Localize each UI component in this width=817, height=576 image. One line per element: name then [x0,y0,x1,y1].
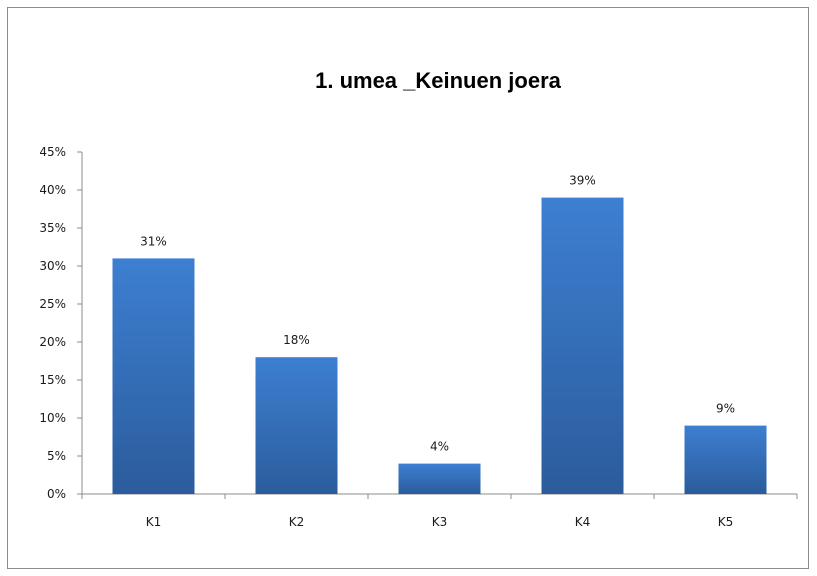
bar-k4 [541,197,624,494]
data-label: 31% [140,234,167,248]
x-axis: K1 K2 K3 K4 K5 [81,493,798,529]
x-tick-label: K4 [575,515,591,529]
y-axis: 0% 5% 10% 15% 20% 25% 30% 35% 40% 45% [39,145,83,501]
data-label: 18% [283,333,310,347]
y-tick-label: 20% [39,335,66,349]
data-label: 4% [430,440,449,454]
bar-k1 [112,258,195,494]
data-label: 39% [569,174,596,188]
y-tick-label: 10% [39,411,66,425]
bar-k5 [684,425,767,494]
y-tick-label: 45% [39,145,66,159]
y-tick-label: 15% [39,373,66,387]
x-tick-label: K5 [718,515,734,529]
y-tick-label: 25% [39,297,66,311]
x-tick-label: K1 [146,515,162,529]
y-tick-label: 35% [39,221,66,235]
bar-k3 [398,463,481,494]
bars [112,197,767,494]
x-tick-label: K2 [289,515,305,529]
bar-k2 [255,357,338,494]
data-label: 9% [716,402,735,416]
data-labels: 31% 18% 4% 39% 9% [140,174,735,454]
y-tick-label: 5% [47,449,66,463]
y-tick-label: 30% [39,259,66,273]
y-tick-label: 40% [39,183,66,197]
y-tick-label: 0% [47,487,66,501]
x-tick-label: K3 [432,515,448,529]
chart-title: 1. umea _Keinuen joera [315,68,562,93]
